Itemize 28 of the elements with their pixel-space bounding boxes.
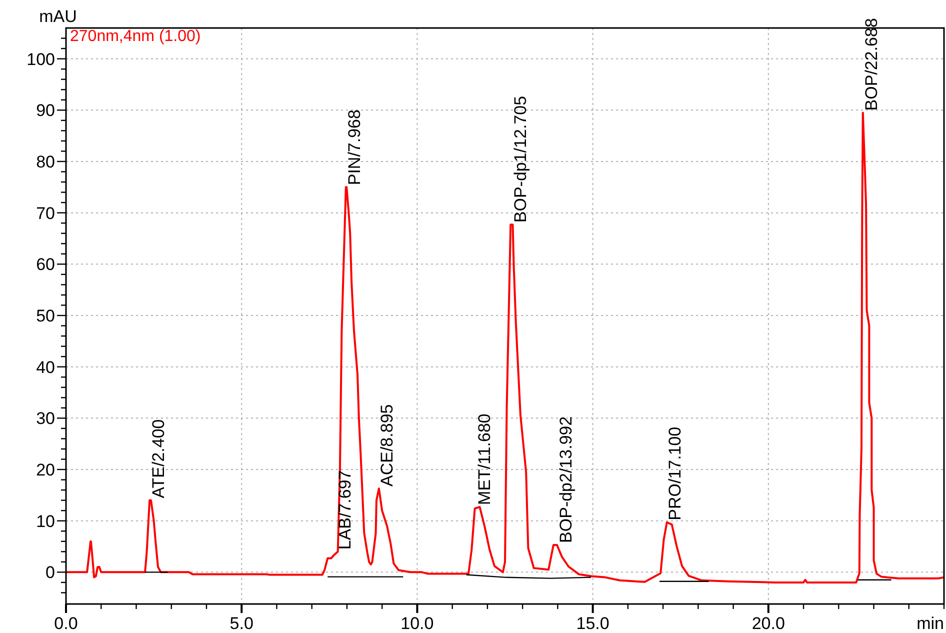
annotation: BOP-dp2/13.992 bbox=[556, 416, 576, 543]
y-tick-label: 40 bbox=[36, 358, 55, 377]
annotation: LAB/7.697 bbox=[335, 470, 354, 550]
y-axis-title: mAU bbox=[39, 7, 77, 26]
x-tick-label: 15.0 bbox=[576, 614, 610, 633]
annotation: BOP/22.688 bbox=[862, 18, 881, 111]
y-tick-label: 90 bbox=[36, 101, 55, 120]
y-tick-label: 10 bbox=[36, 512, 55, 531]
annotation: ACE/8.895 bbox=[377, 404, 396, 486]
y-tick-label: 80 bbox=[36, 152, 55, 172]
y-tick-label: 0 bbox=[46, 563, 55, 582]
annotation: PRO/17.100 bbox=[666, 426, 684, 520]
y-tick-label: 70 bbox=[36, 204, 55, 223]
x-tick-label: 20.0 bbox=[752, 614, 785, 633]
x-tick-label: 5.0 bbox=[230, 614, 254, 633]
y-tick-label: 20 bbox=[36, 460, 55, 480]
y-tick-label: 30 bbox=[36, 409, 55, 428]
x-tick-label: 0.0 bbox=[54, 614, 78, 633]
y-tick-label: 60 bbox=[36, 255, 55, 274]
x-axis-title: min bbox=[916, 614, 944, 633]
y-tick-label: 100 bbox=[26, 50, 55, 69]
annotation: PIN/7.968 bbox=[344, 110, 364, 186]
annotation: ATE/2.400 bbox=[149, 419, 168, 498]
text: 270nm,4nm (1.00) bbox=[70, 28, 201, 45]
x-tick-label: 10.0 bbox=[400, 614, 434, 633]
y-tick-label: 50 bbox=[36, 306, 55, 326]
annotation: BOP-dp1/12.705 bbox=[511, 96, 530, 223]
annotation: MET/11.680 bbox=[475, 414, 494, 505]
